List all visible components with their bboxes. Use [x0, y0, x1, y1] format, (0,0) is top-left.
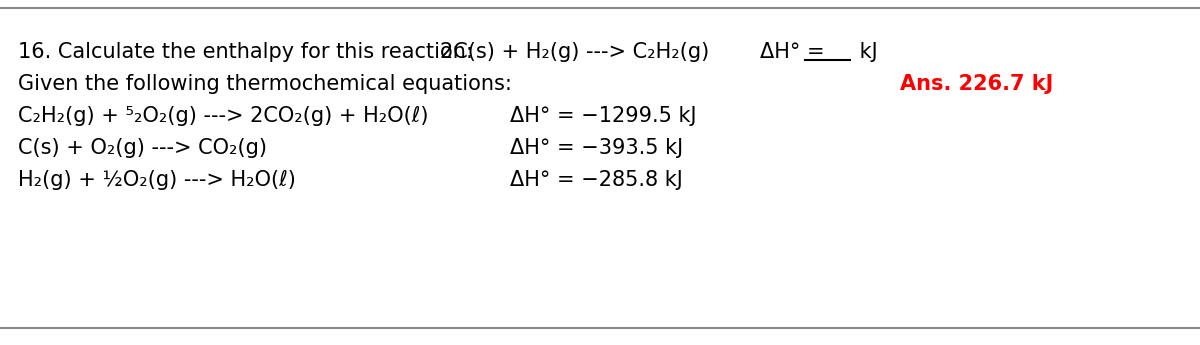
Text: C₂H₂(g) + ⁵₂O₂(g) ---> 2CO₂(g) + H₂O(ℓ): C₂H₂(g) + ⁵₂O₂(g) ---> 2CO₂(g) + H₂O(ℓ)	[18, 106, 428, 126]
Text: H₂(g) + ½O₂(g) ---> H₂O(ℓ): H₂(g) + ½O₂(g) ---> H₂O(ℓ)	[18, 170, 296, 190]
Text: kJ: kJ	[853, 42, 877, 62]
Text: 16. Calculate the enthalpy for this reaction:: 16. Calculate the enthalpy for this reac…	[18, 42, 473, 62]
Text: ΔH° = −1299.5 kJ: ΔH° = −1299.5 kJ	[510, 106, 696, 126]
Text: Ans. 226.7 kJ: Ans. 226.7 kJ	[900, 74, 1054, 94]
Text: C(s) + O₂(g) ---> CO₂(g): C(s) + O₂(g) ---> CO₂(g)	[18, 138, 266, 158]
Text: ΔH° = −285.8 kJ: ΔH° = −285.8 kJ	[510, 170, 683, 190]
Text: ΔH° =: ΔH° =	[760, 42, 832, 62]
Text: 2C(s) + H₂(g) ---> C₂H₂(g): 2C(s) + H₂(g) ---> C₂H₂(g)	[440, 42, 709, 62]
Text: ΔH° = −393.5 kJ: ΔH° = −393.5 kJ	[510, 138, 683, 158]
Text: Given the following thermochemical equations:: Given the following thermochemical equat…	[18, 74, 512, 94]
